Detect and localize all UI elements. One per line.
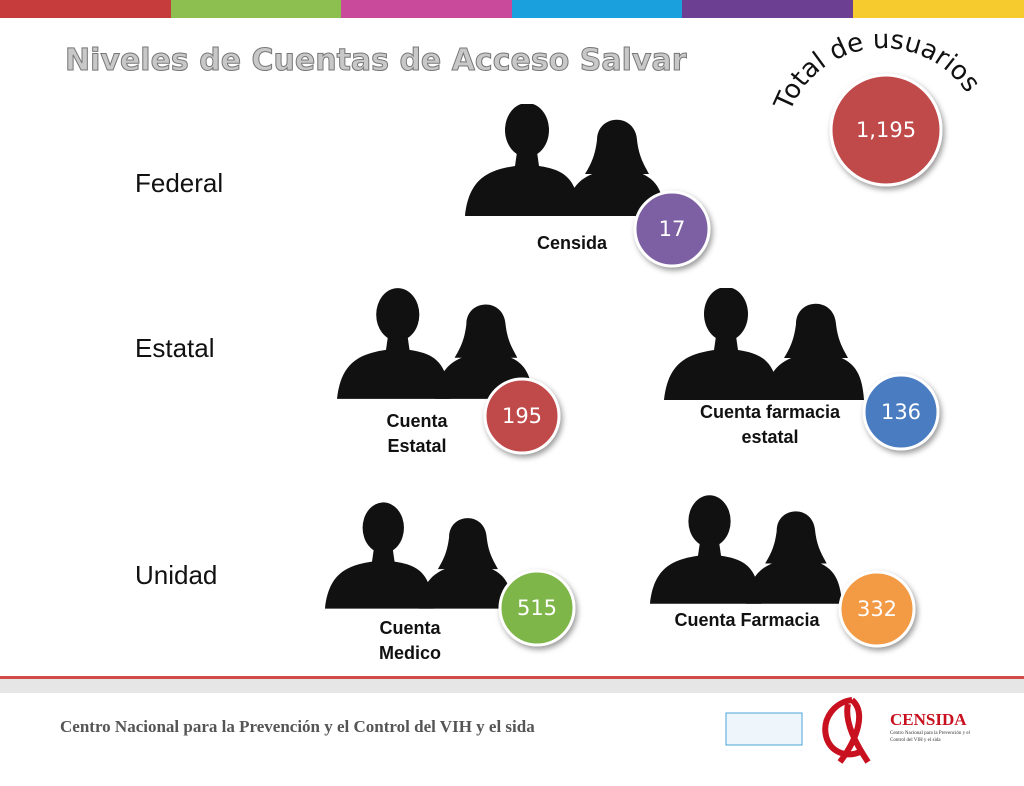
account-label: Censida (536, 233, 608, 253)
people-icon (325, 502, 513, 609)
count: 136 (881, 400, 921, 424)
logo-subtitle: Centro Nacional para la Prevención y el … (890, 731, 970, 743)
account-label: Cuenta farmacia estatal (699, 402, 841, 447)
count: 17 (659, 217, 686, 241)
count: 195 (502, 404, 542, 428)
total-value: 1,195 (856, 118, 916, 142)
count-badge (862, 373, 940, 451)
title: Niveles de Cuentas de Acceso Salvar (65, 43, 687, 78)
logo-text: CENSIDA (890, 710, 967, 729)
level-label: Unidad (135, 560, 218, 590)
count: 332 (857, 597, 897, 621)
account-label: Cuenta Estatal (386, 411, 448, 456)
people-icon (465, 104, 665, 216)
footer: Centro Nacional para la Prevención y el … (0, 676, 1024, 764)
count: 515 (517, 596, 557, 620)
count-badge (838, 570, 916, 648)
count-badge (483, 377, 561, 455)
account-label: Cuenta Farmacia (674, 610, 820, 630)
account-label: Cuenta Medico (378, 618, 441, 663)
total-badge (829, 73, 943, 187)
people-icon (650, 495, 842, 604)
footer-text: Centro Nacional para la Prevención y el … (60, 717, 535, 736)
color-bar (0, 0, 1024, 18)
count-badge (498, 569, 576, 647)
level-label: Estatal (135, 333, 215, 363)
count-badge (633, 190, 711, 268)
level-label: Federal (135, 168, 224, 198)
ribbon (822, 697, 871, 764)
people-icon (664, 288, 864, 400)
partner-logo (725, 712, 803, 746)
